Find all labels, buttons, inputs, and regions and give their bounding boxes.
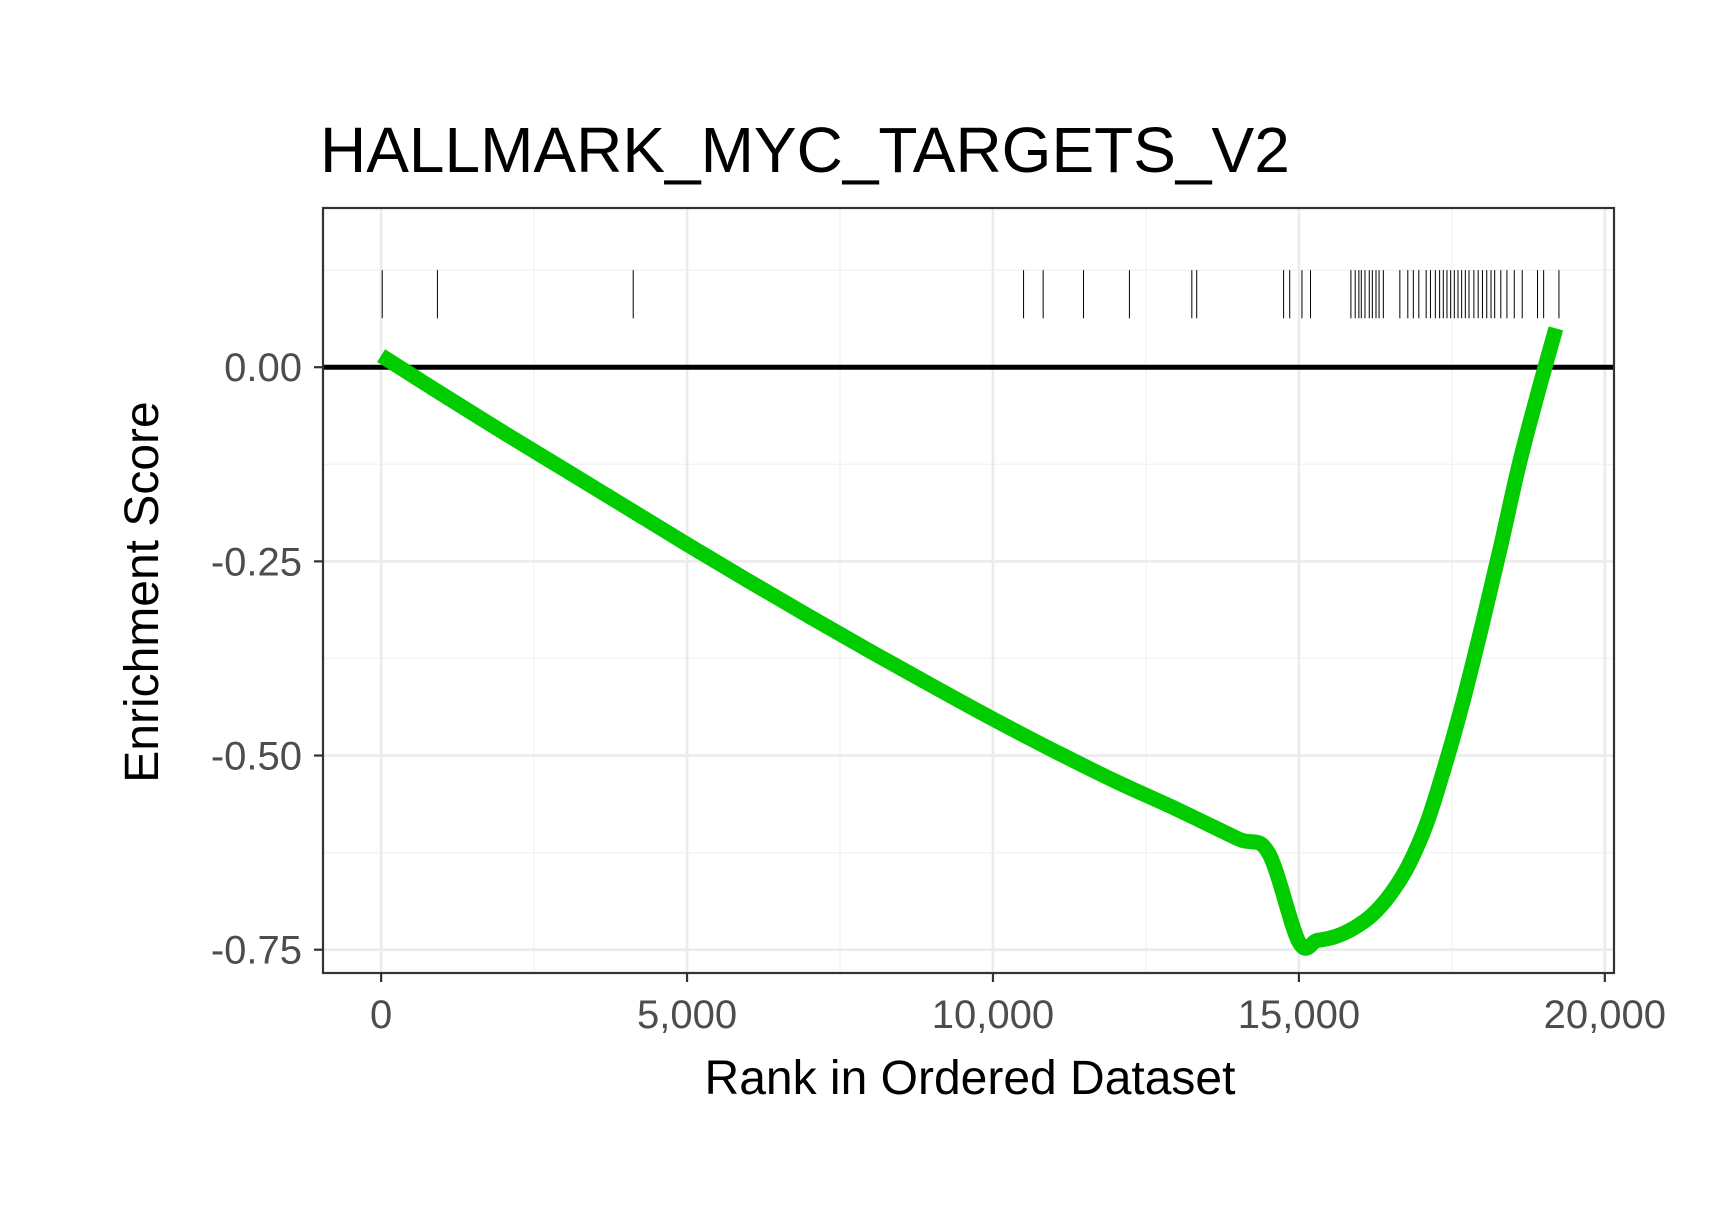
chart-title: HALLMARK_MYC_TARGETS_V2 bbox=[320, 114, 1290, 186]
panel-border bbox=[321, 206, 1616, 975]
x-tick-label: 15,000 bbox=[1238, 993, 1360, 1037]
y-axis-title: Enrichment Score bbox=[116, 401, 169, 783]
y-tick-label: -0.25 bbox=[211, 540, 302, 584]
y-tick-label: 0.00 bbox=[224, 346, 302, 390]
x-tick-label: 5,000 bbox=[637, 993, 737, 1037]
plot-panel bbox=[321, 206, 1616, 975]
x-tick-label: 20,000 bbox=[1544, 993, 1666, 1037]
y-tick-label: -0.50 bbox=[211, 735, 302, 779]
enrichment-score-line bbox=[377, 326, 1564, 956]
y-tick-label: -0.75 bbox=[211, 929, 302, 973]
x-axis-title: Rank in Ordered Dataset bbox=[705, 1052, 1236, 1105]
x-tick-label: 0 bbox=[370, 993, 392, 1037]
x-tick-label: 10,000 bbox=[932, 993, 1054, 1037]
